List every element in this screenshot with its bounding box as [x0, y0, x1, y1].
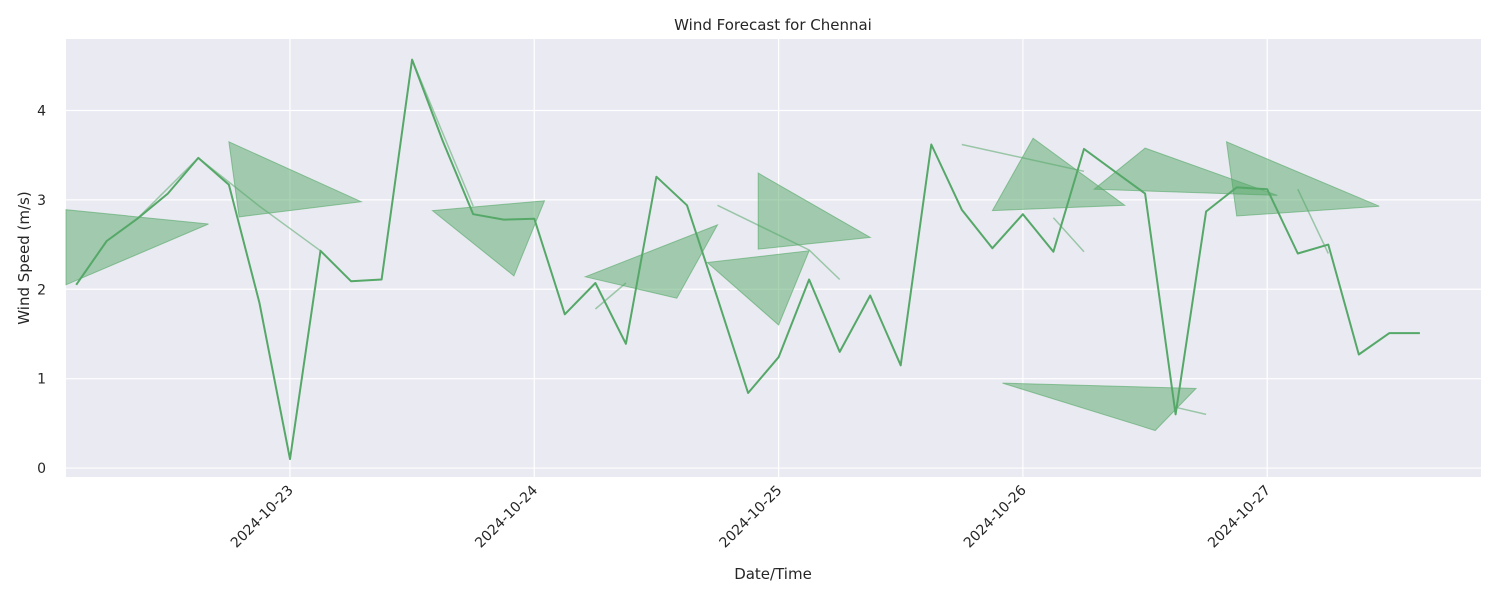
faint-line — [1175, 406, 1207, 416]
y-tick-label: 1 — [37, 372, 46, 388]
y-tick-labels: 0 1 2 3 4 — [37, 104, 46, 478]
y-tick-label: 0 — [37, 461, 46, 477]
fill-area — [706, 250, 810, 326]
fill-layer — [65, 137, 1380, 432]
y-axis-label: Wind Speed (m/s) — [15, 191, 33, 324]
y-tick-label: 3 — [37, 193, 46, 209]
faint-line — [1052, 217, 1085, 253]
x-axis-label: Date/Time — [734, 565, 812, 583]
fill-area — [757, 172, 872, 250]
faint-line — [594, 282, 627, 310]
faint-line — [961, 143, 1085, 173]
faint-line — [1297, 188, 1329, 254]
y-tick-label: 2 — [37, 282, 46, 298]
series-layer — [75, 58, 1420, 461]
x-tick-label: 2024-10-26 — [961, 482, 1030, 551]
faint-line — [136, 156, 321, 252]
chart-title: Wind Forecast for Chennai — [674, 16, 872, 34]
x-tick-label: 2024-10-23 — [228, 483, 297, 552]
x-tick-label: 2024-10-24 — [472, 482, 541, 551]
y-tick-label: 4 — [37, 104, 46, 120]
faint-line — [717, 204, 841, 281]
fill-area — [1092, 147, 1278, 196]
fill-area — [228, 140, 364, 218]
x-tick-label: 2024-10-25 — [717, 483, 786, 552]
fill-area — [65, 209, 209, 286]
wind-speed-line — [75, 58, 1420, 461]
fill-area — [991, 137, 1127, 212]
x-tick-label: 2024-10-27 — [1205, 483, 1274, 552]
faint-line-layer — [136, 59, 1329, 416]
fill-area — [583, 223, 719, 299]
x-tick-labels: 2024-10-23 2024-10-24 2024-10-25 2024-10-26… — [228, 482, 1274, 551]
